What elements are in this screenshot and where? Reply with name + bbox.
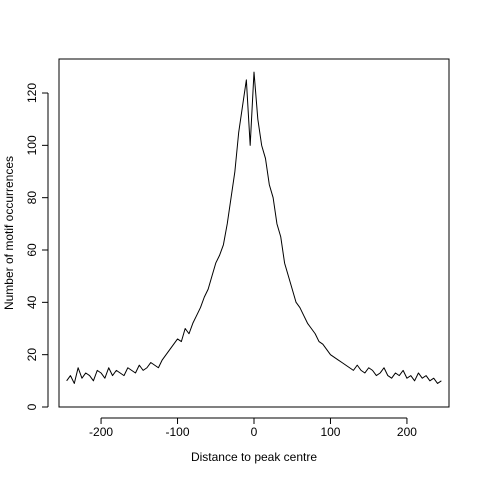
x-axis-label: Distance to peak centre (191, 450, 317, 464)
y-tick-label: 0 (25, 403, 39, 410)
y-tick-label: 120 (25, 83, 39, 103)
x-tick-label: -200 (89, 425, 113, 439)
y-tick-label: 40 (25, 295, 39, 309)
y-axis-label: Number of motif occurrences (2, 156, 16, 310)
y-tick-label: 60 (25, 243, 39, 257)
y-tick-label: 80 (25, 191, 39, 205)
series-line (66, 71, 442, 384)
x-tick-label: 200 (397, 425, 417, 439)
x-tick-label: 0 (251, 425, 258, 439)
axes: -200 -100 0 100 200 0 20 40 60 80 100 120 (25, 83, 417, 439)
x-tick-label: 100 (320, 425, 340, 439)
y-tick-label: 100 (25, 135, 39, 155)
x-tick-label: -100 (166, 425, 190, 439)
plot-frame (58, 58, 450, 408)
y-tick-label: 20 (25, 348, 39, 362)
plot-area (66, 71, 442, 384)
